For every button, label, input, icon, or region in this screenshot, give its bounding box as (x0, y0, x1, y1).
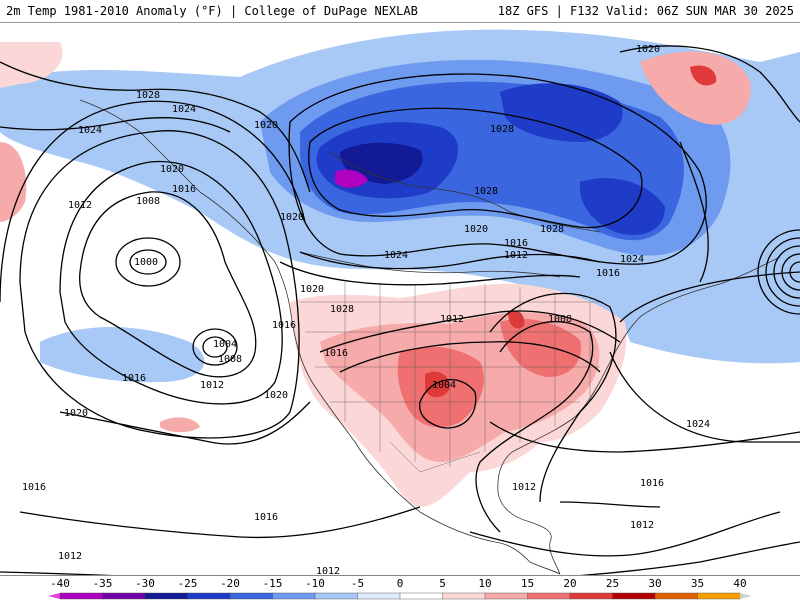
colorbar-swatch (144, 592, 189, 600)
colorbar-tick-label: -30 (135, 577, 155, 590)
colorbar-swatches (48, 592, 752, 600)
colorbar-tick-label: 20 (563, 577, 577, 590)
isobar-label: 1016 (324, 348, 348, 359)
colorbar-swatch (654, 592, 699, 600)
isobar-label: 1012 (512, 482, 536, 493)
warm-anomaly-greenland (640, 51, 751, 125)
colorbar-swatch (102, 592, 146, 600)
isobar-label: 1016 (640, 478, 664, 489)
map-title: 2m Temp 1981-2010 Anomaly (°F) | College… (6, 4, 418, 18)
isobar-label: 1028 (474, 186, 498, 197)
isobar-label: 1016 (22, 482, 46, 493)
colorbar-tick-label: 10 (478, 577, 492, 590)
state-borders (300, 282, 605, 473)
header-bar: 2m Temp 1981-2010 Anomaly (°F) | College… (0, 0, 800, 23)
isobar-label: 1008 (548, 314, 572, 325)
isobar-label: 1012 (504, 250, 528, 261)
cold-anomaly-atlantic (620, 312, 800, 364)
isobar-label: 1004 (213, 339, 237, 350)
isobar-label: 1028 (330, 304, 354, 315)
colorbar-tick-label: 30 (648, 577, 662, 590)
isobar-label: 1012 (630, 520, 654, 531)
isobar-label: 1016 (172, 184, 196, 195)
colorbar-tick-label: 15 (520, 577, 535, 590)
colorbar-tick-label: -25 (177, 577, 198, 590)
cold-anomaly-dark-hudson (579, 178, 665, 235)
colorbar-tick-label: -35 (92, 577, 113, 590)
colorbar-max-arrow (740, 593, 752, 599)
colorbar-tick-label: -20 (220, 577, 240, 590)
colorbar-swatch (187, 592, 231, 600)
isobar-label: 1000 (134, 257, 158, 268)
cold-anomaly-dark-east (500, 83, 623, 142)
colorbar-min-arrow (48, 593, 60, 599)
isobar-label: 1016 (596, 268, 620, 279)
colorbar-swatch (697, 592, 741, 600)
isobar-label: 1008 (136, 196, 160, 207)
cold-anomaly-purple (335, 169, 368, 188)
model-run-info: 18Z GFS | F132 Valid: 06Z SUN MAR 30 202… (497, 4, 794, 18)
isobar-label: 1012 (440, 314, 464, 325)
colorbar-swatch (357, 592, 401, 600)
colorbar-tick-label: 25 (605, 577, 620, 590)
warm-anomaly-greenland-core (690, 65, 717, 86)
isobar-label: 1020 (160, 164, 184, 175)
colorbar-tick-label: -15 (262, 577, 283, 590)
isobar-label: 1028 (136, 90, 160, 101)
isobar-label: 1016 (254, 512, 278, 523)
colorbar-swatch (272, 592, 316, 600)
isobar-label: 1024 (78, 125, 102, 136)
warm-anomaly-alaska-edge (0, 142, 27, 222)
isobar-label: 1016 (122, 373, 146, 384)
isobar-label: 1024 (384, 250, 408, 261)
colorbar-swatch (314, 592, 359, 600)
colorbar-swatch (527, 592, 571, 600)
colorbar-legend: -40 -35 -30 -25 -20 -15 -10 -5 0 5 10 15 20 25 30 35 40 (0, 575, 800, 601)
colorbar-swatch (399, 592, 444, 600)
coastlines (79, 99, 781, 575)
colorbar-tick-label: 0 (396, 577, 404, 590)
warm-anomaly-hot-plains (425, 371, 450, 398)
isobar-label: 1016 (504, 238, 528, 249)
isobar-label: 1012 (58, 551, 82, 562)
isobar-label: 1020 (636, 44, 660, 55)
isobar-label: 1012 (68, 200, 92, 211)
isobar-label: 1016 (272, 320, 296, 331)
colorbar-tick-label: -5 (350, 577, 365, 590)
isobar-label: 1020 (300, 284, 324, 295)
colorbar-swatch (229, 592, 274, 600)
isobar-label: 1020 (280, 212, 304, 223)
isobar-label: 1020 (254, 120, 278, 131)
colorbar-tick-label: -40 (50, 577, 70, 590)
cold-anomaly-pacific (40, 327, 205, 383)
warm-anomaly-nw-coast (0, 42, 63, 88)
isobar-label: 1012 (316, 566, 340, 575)
isobar-label: 1008 (218, 354, 242, 365)
colorbar-tick-label: -10 (305, 577, 325, 590)
colorbar-tick-label: 35 (690, 577, 705, 590)
colorbar-swatch (442, 592, 486, 600)
isobars (0, 45, 800, 575)
isobar-label: 1024 (172, 104, 196, 115)
warm-anomaly-pacific-sw (160, 417, 200, 433)
isobar-label: 1028 (540, 224, 564, 235)
isobar-label: 1024 (620, 254, 644, 265)
isobar-label: 1020 (264, 390, 288, 401)
colorbar-swatch (569, 592, 614, 600)
isobar-label: 1020 (464, 224, 488, 235)
temperature-anomaly-map: 1028 1024 1024 1020 1016 1012 1008 1000 … (0, 22, 800, 575)
colorbar-tick-label: 5 (439, 577, 446, 590)
isobar-label: 1024 (686, 419, 710, 430)
isobar-label: 1012 (200, 380, 224, 391)
colorbar-swatch (612, 592, 656, 600)
colorbar-tick-label: 40 (733, 577, 747, 590)
isobar-labels: 1028 1024 1024 1020 1016 1012 1008 1000 … (22, 44, 710, 575)
isobar-label: 1020 (64, 408, 88, 419)
isobar-label: 1004 (432, 380, 456, 391)
colorbar-swatch (484, 592, 529, 600)
colorbar-swatch (59, 592, 104, 600)
isobar-label: 1028 (490, 124, 514, 135)
